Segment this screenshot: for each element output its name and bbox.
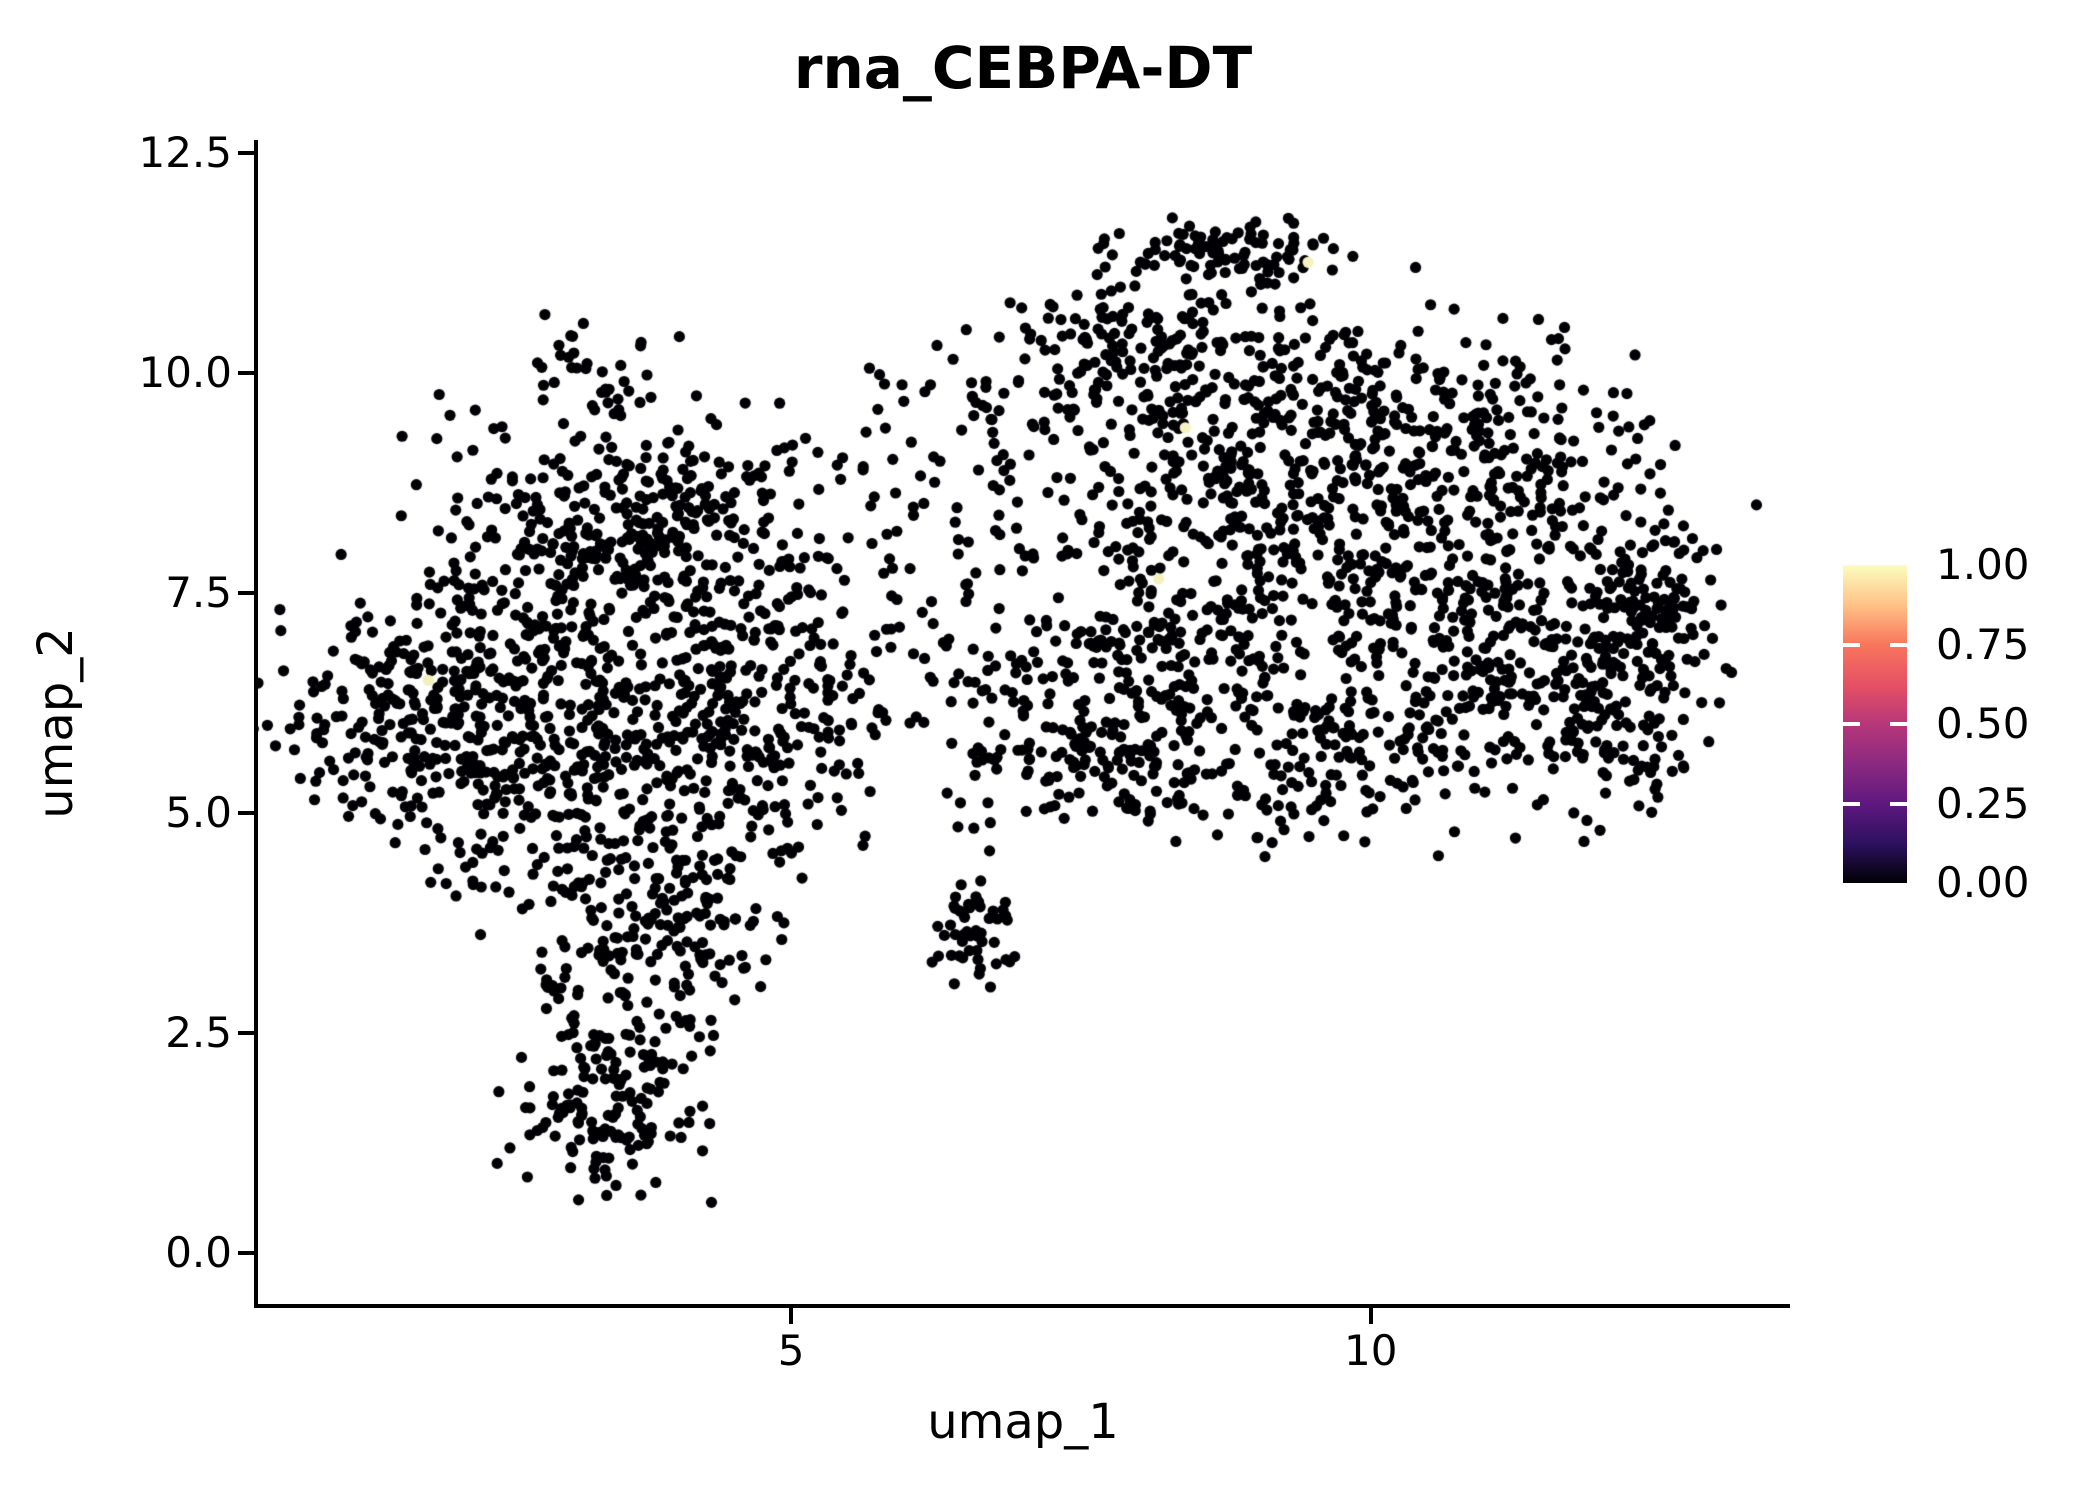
x-axis-spine	[254, 1304, 1790, 1308]
x-tick-mark	[789, 1308, 794, 1324]
y-tick-mark	[238, 371, 254, 376]
chart-title: rna_CEBPA-DT	[793, 34, 1253, 102]
y-tick-mark	[238, 591, 254, 596]
x-tick-mark	[1368, 1308, 1373, 1324]
y-tick-label: 5.0	[165, 788, 232, 838]
colorbar-label: 0.00	[1936, 858, 2030, 907]
y-tick-mark	[238, 1031, 254, 1036]
y-tick-mark	[238, 811, 254, 816]
colorbar-tick-mark	[1843, 642, 1860, 647]
x-tick-label: 5	[777, 1326, 805, 1375]
y-tick-label: 0.0	[165, 1228, 232, 1278]
y-axis-label: umap_2	[28, 627, 84, 819]
colorbar-label: 0.50	[1936, 699, 2030, 748]
colorbar-label: 0.25	[1936, 778, 2030, 828]
y-tick-label: 12.5	[138, 128, 232, 178]
colorbar-tick-mark	[1890, 801, 1907, 806]
colorbar	[1843, 565, 1907, 883]
colorbar-label: 0.75	[1936, 619, 2030, 669]
colorbar-tick-mark	[1843, 801, 1860, 806]
y-tick-label: 10.0	[138, 348, 232, 398]
colorbar-label: 1.00	[1936, 540, 2030, 589]
x-axis-label: umap_1	[927, 1394, 1119, 1450]
y-tick-mark	[238, 1251, 254, 1256]
y-axis-spine	[254, 140, 258, 1308]
x-tick-label: 10	[1343, 1326, 1398, 1375]
y-tick-label: 7.5	[165, 568, 232, 618]
y-tick-mark	[238, 151, 254, 156]
colorbar-tick-mark	[1890, 642, 1907, 647]
y-tick-label: 2.5	[165, 1008, 232, 1058]
scatter-plot-canvas	[258, 140, 1788, 1306]
colorbar-tick-mark	[1890, 722, 1907, 726]
colorbar-tick-mark	[1843, 722, 1860, 726]
